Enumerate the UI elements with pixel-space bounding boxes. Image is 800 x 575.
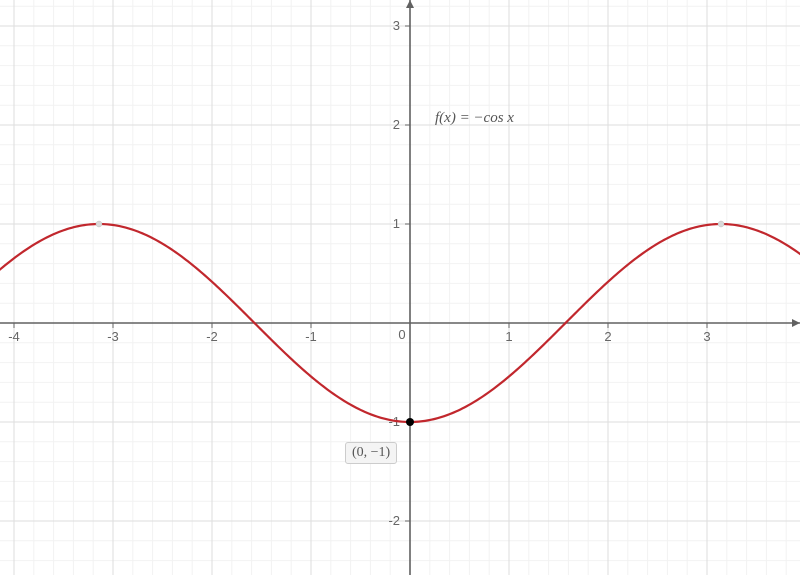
svg-text:3: 3	[393, 18, 400, 33]
svg-text:0: 0	[398, 327, 405, 342]
svg-text:-2: -2	[206, 329, 218, 344]
svg-text:2: 2	[604, 329, 611, 344]
svg-text:2: 2	[393, 117, 400, 132]
svg-text:-4: -4	[8, 329, 20, 344]
plot-svg: -4-3-2-101234-2-1123	[0, 0, 800, 575]
cosine-plot: -4-3-2-101234-2-1123 f(x) = −cos x (0, −…	[0, 0, 800, 575]
origin-minimum-point	[406, 418, 414, 426]
svg-text:-2: -2	[388, 513, 400, 528]
svg-text:1: 1	[393, 216, 400, 231]
curve-peak-marker	[718, 221, 724, 227]
curve-peak-marker	[96, 221, 102, 227]
svg-text:-1: -1	[305, 329, 317, 344]
svg-text:3: 3	[703, 329, 710, 344]
svg-text:1: 1	[505, 329, 512, 344]
svg-text:-3: -3	[107, 329, 119, 344]
